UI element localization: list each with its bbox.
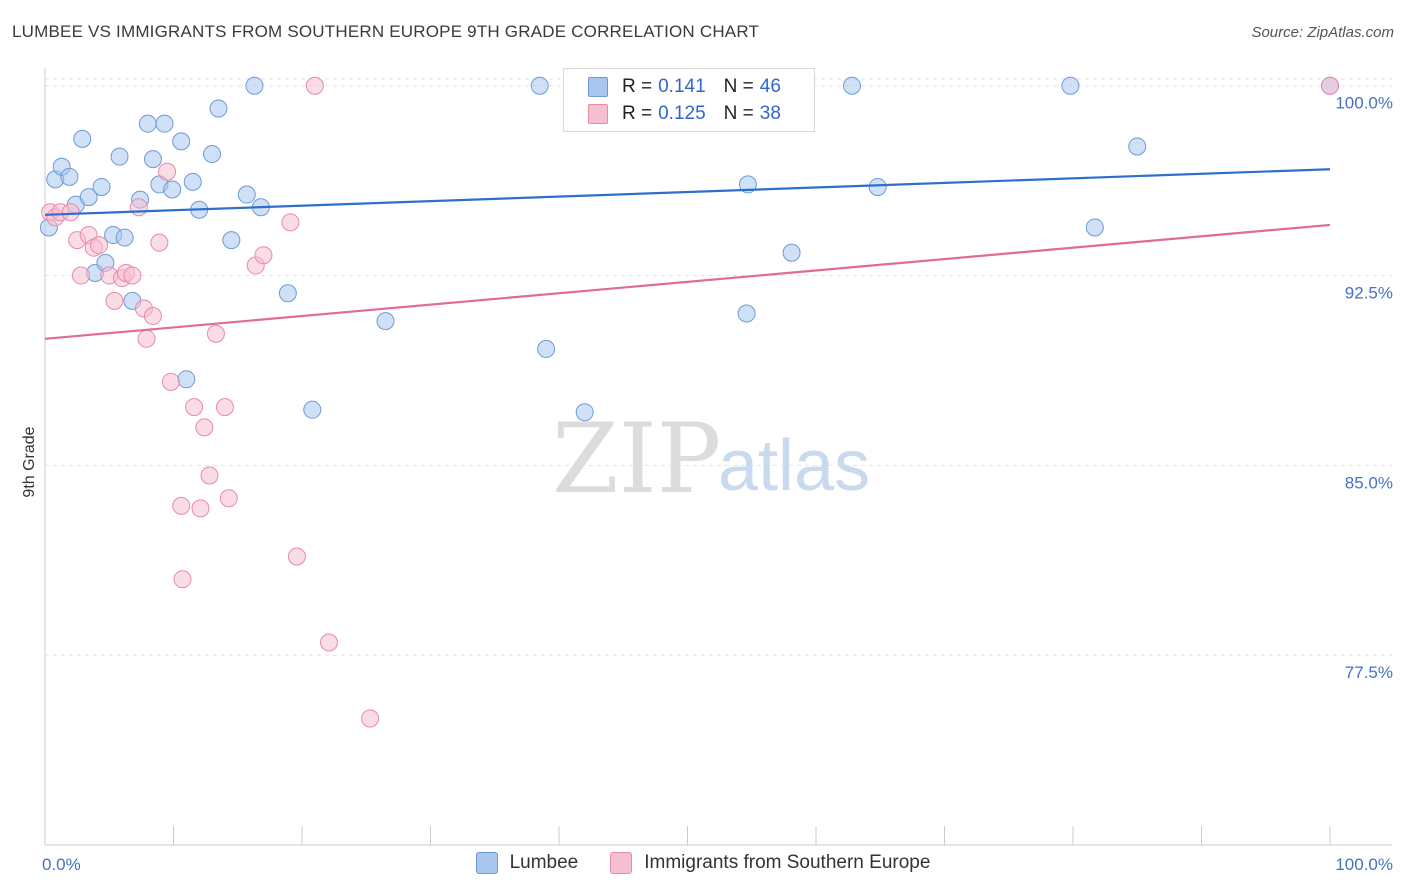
point-lumbee bbox=[172, 132, 191, 151]
point-immigrants bbox=[185, 398, 204, 417]
point-lumbee bbox=[530, 76, 549, 95]
point-lumbee bbox=[60, 167, 79, 186]
point-lumbee bbox=[209, 99, 228, 118]
r-value: 0.125 bbox=[658, 103, 706, 124]
point-lumbee bbox=[222, 231, 241, 250]
legend-row-lumbee: R = 0.141 N = 46 bbox=[588, 75, 781, 99]
point-lumbee bbox=[183, 172, 202, 191]
data-points bbox=[39, 76, 1339, 728]
point-immigrants bbox=[89, 236, 108, 255]
point-immigrants bbox=[200, 466, 219, 485]
point-lumbee bbox=[376, 312, 395, 331]
point-lumbee bbox=[245, 76, 264, 95]
point-immigrants bbox=[287, 547, 306, 566]
correlation-legend: R = 0.141 N = 46 R = 0.125 N = 38 bbox=[563, 68, 815, 132]
n-value: 46 bbox=[759, 76, 781, 97]
point-immigrants bbox=[215, 398, 234, 417]
r-label: R = bbox=[622, 103, 653, 124]
point-immigrants bbox=[61, 203, 80, 222]
r-value: 0.141 bbox=[658, 76, 706, 97]
point-immigrants bbox=[219, 489, 238, 508]
n-label: N = bbox=[723, 76, 754, 97]
legend-label-immigrants: Immigrants from Southern Europe bbox=[644, 852, 931, 873]
point-lumbee bbox=[237, 185, 256, 204]
series-legend: Lumbee Immigrants from Southern Europe bbox=[0, 852, 1406, 874]
legend-swatch-pink bbox=[588, 104, 608, 124]
source-label: Source: ZipAtlas.com bbox=[1251, 24, 1394, 41]
watermark-zip: ZIP bbox=[552, 403, 721, 515]
point-immigrants bbox=[254, 246, 273, 265]
chart-title: LUMBEE VS IMMIGRANTS FROM SOUTHERN EUROP… bbox=[12, 22, 760, 41]
trend-line-lumbee bbox=[44, 168, 1331, 216]
point-lumbee bbox=[575, 403, 594, 422]
point-immigrants bbox=[71, 266, 90, 285]
y-tick-label: 77.5% bbox=[1345, 663, 1393, 682]
y-tick-label: 100.0% bbox=[1335, 94, 1393, 113]
point-lumbee bbox=[163, 180, 182, 199]
trend-lines bbox=[44, 168, 1331, 340]
point-immigrants bbox=[143, 307, 162, 326]
point-lumbee bbox=[177, 370, 196, 389]
point-immigrants bbox=[195, 418, 214, 437]
point-lumbee bbox=[138, 114, 157, 133]
axes bbox=[44, 68, 1392, 846]
n-value: 38 bbox=[759, 103, 781, 124]
point-immigrants bbox=[319, 633, 338, 652]
point-immigrants bbox=[191, 499, 210, 518]
legend-swatch-blue bbox=[475, 852, 498, 874]
point-lumbee bbox=[79, 188, 98, 207]
point-lumbee bbox=[115, 228, 134, 247]
legend-item-immigrants: Immigrants from Southern Europe bbox=[610, 852, 930, 874]
point-lumbee bbox=[303, 400, 322, 419]
point-immigrants bbox=[150, 233, 169, 252]
point-immigrants bbox=[361, 709, 380, 728]
watermark-atlas: atlas bbox=[718, 426, 870, 506]
y-tick-label: 85.0% bbox=[1345, 473, 1393, 492]
point-lumbee bbox=[278, 284, 297, 303]
trend-line-immigrants bbox=[44, 223, 1331, 340]
point-lumbee bbox=[842, 76, 861, 95]
point-lumbee bbox=[1128, 137, 1147, 156]
legend-swatch-pink bbox=[610, 852, 633, 874]
legend-item-lumbee: Lumbee bbox=[475, 852, 579, 874]
point-immigrants bbox=[1321, 76, 1339, 95]
y-axis-label: 9th Grade bbox=[21, 426, 38, 497]
point-immigrants bbox=[129, 198, 148, 217]
y-tick-labels: 77.5% 85.0% 92.5% 100.0% bbox=[1335, 94, 1393, 682]
point-lumbee bbox=[1085, 218, 1104, 237]
point-lumbee bbox=[155, 114, 174, 133]
point-lumbee bbox=[537, 339, 556, 358]
r-label: R = bbox=[622, 76, 653, 97]
point-immigrants bbox=[305, 76, 324, 95]
point-immigrants bbox=[173, 570, 192, 589]
point-lumbee bbox=[92, 177, 111, 196]
x-tick-label: 0.0% bbox=[42, 855, 81, 874]
point-lumbee bbox=[782, 243, 801, 262]
y-tick-label: 92.5% bbox=[1345, 284, 1393, 303]
point-lumbee bbox=[1061, 76, 1080, 95]
grid-lines bbox=[45, 78, 1392, 656]
point-lumbee bbox=[737, 304, 756, 323]
point-immigrants bbox=[281, 213, 300, 232]
n-label: N = bbox=[723, 103, 754, 124]
point-immigrants bbox=[161, 372, 180, 391]
point-immigrants bbox=[137, 329, 156, 348]
point-immigrants bbox=[105, 291, 124, 310]
point-lumbee bbox=[143, 150, 162, 169]
point-lumbee bbox=[110, 147, 129, 166]
point-lumbee bbox=[73, 129, 92, 148]
legend-row-immigrants: R = 0.125 N = 38 bbox=[588, 102, 781, 126]
point-immigrants bbox=[172, 496, 191, 515]
x-tick-label: 100.0% bbox=[1335, 855, 1393, 874]
legend-label-lumbee: Lumbee bbox=[509, 852, 579, 873]
point-immigrants bbox=[123, 266, 142, 285]
x-tick-labels: 0.0% 100.0% bbox=[42, 855, 1393, 874]
point-lumbee bbox=[203, 145, 222, 164]
legend-swatch-blue bbox=[588, 77, 608, 97]
point-lumbee bbox=[868, 177, 887, 196]
point-immigrants bbox=[206, 324, 225, 343]
point-immigrants bbox=[158, 162, 177, 181]
